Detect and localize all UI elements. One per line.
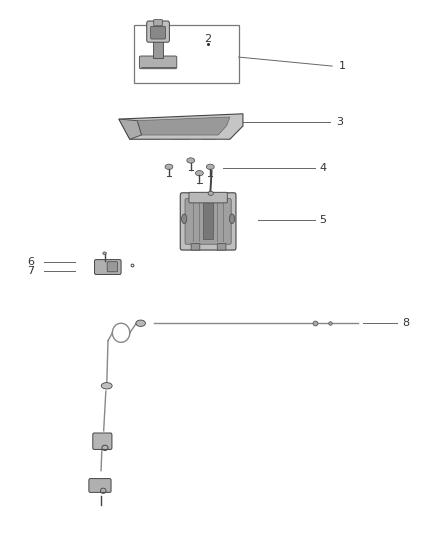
Bar xyxy=(153,39,163,58)
Ellipse shape xyxy=(165,164,173,169)
Bar xyxy=(203,202,213,239)
FancyBboxPatch shape xyxy=(107,262,117,272)
Text: 4: 4 xyxy=(319,164,326,173)
Polygon shape xyxy=(137,117,230,135)
Text: 6: 6 xyxy=(28,257,35,267)
FancyBboxPatch shape xyxy=(139,56,177,69)
FancyBboxPatch shape xyxy=(89,479,111,492)
Bar xyxy=(134,25,239,83)
Ellipse shape xyxy=(136,320,145,326)
Ellipse shape xyxy=(195,171,203,176)
Ellipse shape xyxy=(206,164,214,169)
Text: 7: 7 xyxy=(28,266,35,276)
FancyBboxPatch shape xyxy=(93,433,112,449)
FancyBboxPatch shape xyxy=(185,199,231,244)
FancyBboxPatch shape xyxy=(189,192,227,203)
Text: 2: 2 xyxy=(205,34,212,44)
Ellipse shape xyxy=(208,191,213,196)
Text: 3: 3 xyxy=(336,117,343,127)
FancyBboxPatch shape xyxy=(147,21,170,42)
FancyBboxPatch shape xyxy=(154,19,162,26)
Ellipse shape xyxy=(101,383,112,389)
FancyBboxPatch shape xyxy=(180,193,236,250)
FancyBboxPatch shape xyxy=(95,260,121,274)
Polygon shape xyxy=(119,114,243,139)
Polygon shape xyxy=(119,119,141,139)
FancyBboxPatch shape xyxy=(191,244,200,250)
Ellipse shape xyxy=(187,158,194,163)
FancyBboxPatch shape xyxy=(151,26,166,39)
Text: 1: 1 xyxy=(339,61,346,71)
Ellipse shape xyxy=(103,252,106,255)
Text: 8: 8 xyxy=(402,318,409,328)
FancyBboxPatch shape xyxy=(217,244,226,250)
Ellipse shape xyxy=(182,214,187,223)
Ellipse shape xyxy=(230,214,235,223)
Text: 5: 5 xyxy=(319,215,326,225)
